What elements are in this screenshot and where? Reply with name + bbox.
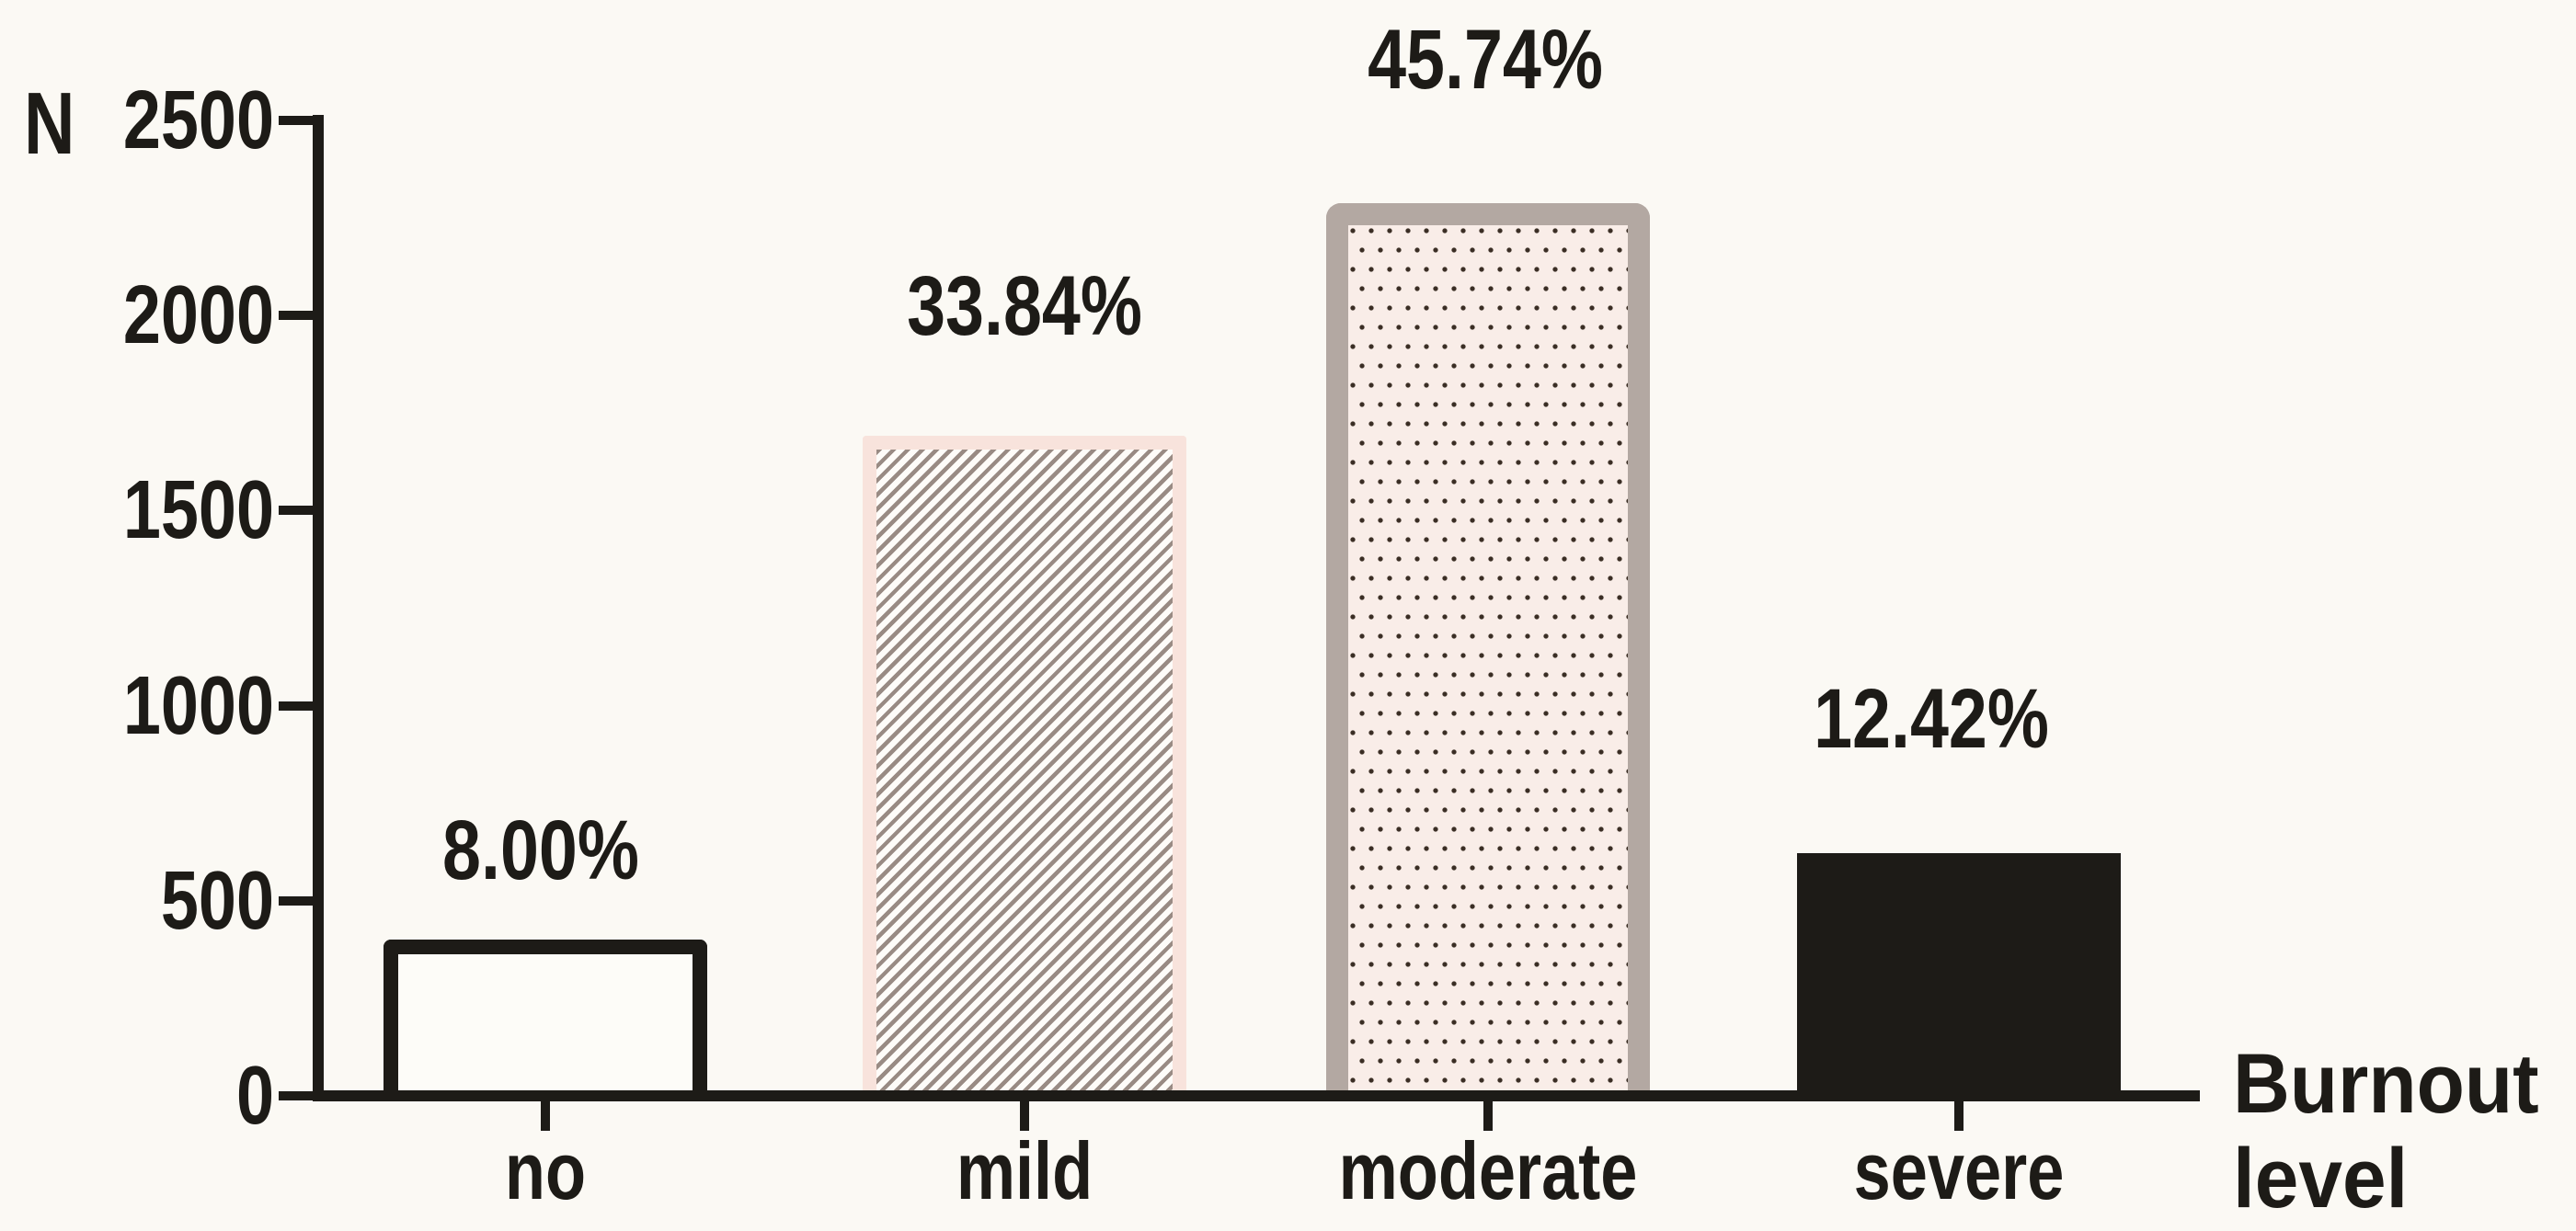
percent-label-severe: 12.42% <box>1814 672 2049 766</box>
category-label-moderate: moderate <box>1338 1125 1638 1216</box>
x-axis-title-line: Burnout <box>2233 1037 2539 1131</box>
y-tick-label: 2500 <box>122 74 274 166</box>
bar-severe <box>1797 853 2121 1101</box>
y-tick-mark <box>279 896 313 906</box>
percent-label-mild: 33.84% <box>907 259 1142 353</box>
x-tick-mark <box>541 1101 550 1131</box>
y-tick-label: 1000 <box>122 660 274 752</box>
y-tick-mark <box>279 506 313 515</box>
y-axis-label-text: N <box>24 74 75 173</box>
y-axis-line <box>313 115 324 1101</box>
bar-no <box>384 940 707 1101</box>
bar-moderate <box>1326 203 1650 1101</box>
y-tick-label: 1500 <box>122 464 274 556</box>
x-tick-mark <box>1483 1101 1493 1131</box>
y-tick-mark <box>279 311 313 320</box>
x-axis-title: Burnout level <box>2233 1037 2562 1226</box>
y-tick-mark <box>279 116 313 125</box>
y-tick-label: 2000 <box>122 269 274 361</box>
x-tick-mark <box>1954 1101 1963 1131</box>
x-tick-mark <box>1020 1101 1029 1131</box>
x-axis-title-line: level <box>2233 1132 2409 1225</box>
y-axis-label: N <box>24 80 87 168</box>
y-tick-label: 0 <box>235 1050 274 1142</box>
y-tick-mark <box>279 1091 313 1100</box>
category-label-mild: mild <box>956 1125 1093 1216</box>
y-tick-mark <box>279 701 313 711</box>
percent-label-no: 8.00% <box>442 804 639 897</box>
percent-label-moderate: 45.74% <box>1368 13 1603 107</box>
category-label-severe: severe <box>1853 1125 2065 1216</box>
y-tick-label: 500 <box>160 855 274 947</box>
x-axis-line <box>313 1090 2200 1101</box>
bar-mild <box>863 436 1186 1101</box>
category-label-no: no <box>504 1125 587 1216</box>
